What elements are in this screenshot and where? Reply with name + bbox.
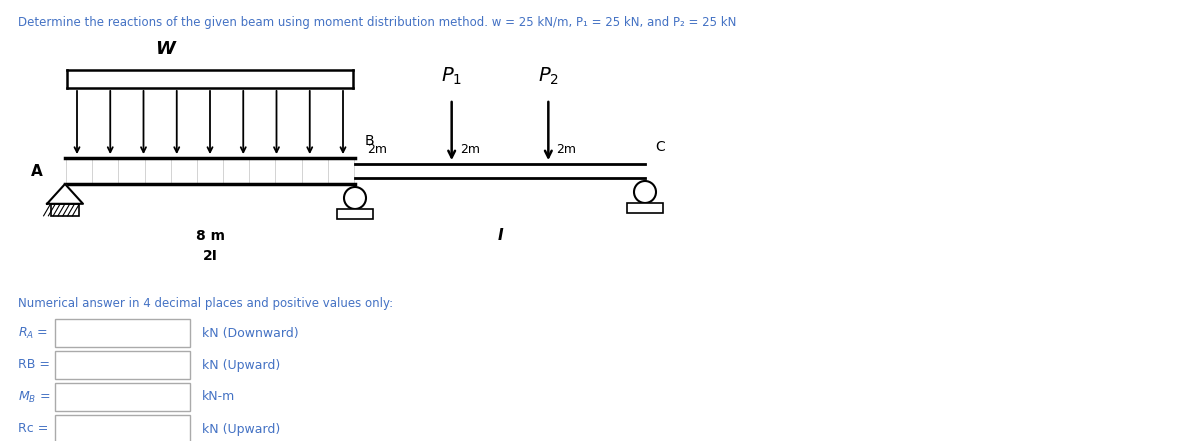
Bar xyxy=(65,158,355,184)
Circle shape xyxy=(344,187,366,209)
Text: $R_A$ =: $R_A$ = xyxy=(18,325,48,340)
Text: 2m: 2m xyxy=(367,143,386,156)
Bar xyxy=(355,164,646,178)
Bar xyxy=(628,203,662,213)
Text: Determine the reactions of the given beam using moment distribution method. w = : Determine the reactions of the given bea… xyxy=(18,16,737,29)
Bar xyxy=(55,415,190,441)
Text: RB =: RB = xyxy=(18,359,50,371)
Text: C: C xyxy=(655,140,665,154)
Text: $P_2$: $P_2$ xyxy=(538,66,559,87)
Text: 2I: 2I xyxy=(203,249,217,263)
Polygon shape xyxy=(47,184,83,204)
Text: 8 m: 8 m xyxy=(196,229,224,243)
Bar xyxy=(55,383,190,411)
Text: W: W xyxy=(155,40,175,58)
Text: kN (Upward): kN (Upward) xyxy=(202,422,281,436)
Bar xyxy=(55,319,190,347)
Circle shape xyxy=(634,181,656,203)
Text: Rc =: Rc = xyxy=(18,422,48,436)
Text: I: I xyxy=(497,228,503,243)
Bar xyxy=(55,351,190,379)
Text: kN (Upward): kN (Upward) xyxy=(202,359,281,371)
Text: kN-m: kN-m xyxy=(202,390,235,404)
Bar xyxy=(50,204,79,216)
Text: Numerical answer in 4 decimal places and positive values only:: Numerical answer in 4 decimal places and… xyxy=(18,296,394,310)
Text: $M_B$ =: $M_B$ = xyxy=(18,389,50,404)
Text: B: B xyxy=(365,134,374,148)
Text: A: A xyxy=(31,164,43,179)
Text: 2m: 2m xyxy=(460,143,480,156)
Text: 2m: 2m xyxy=(557,143,576,156)
Text: kN (Downward): kN (Downward) xyxy=(202,326,299,340)
Text: $P_1$: $P_1$ xyxy=(442,66,462,87)
Bar xyxy=(337,209,373,219)
